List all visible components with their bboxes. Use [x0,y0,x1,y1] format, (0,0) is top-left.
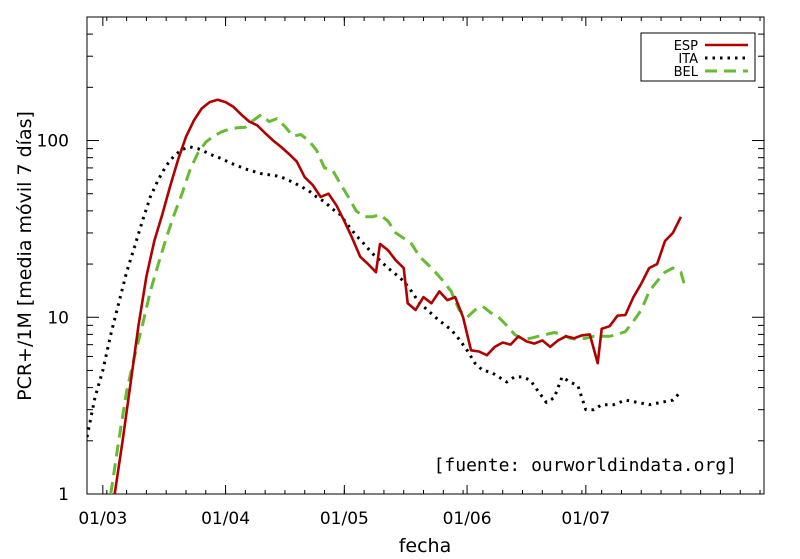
x-tick-label: 01/07 [561,509,610,529]
plot-frame [86,16,765,495]
legend-label-ita: ITA [678,52,698,67]
x-tick-label: 01/06 [443,509,492,529]
series-line-ita [87,145,682,438]
series-layer [87,98,687,494]
legend-label-bel: BEL [674,65,699,80]
x-tick-label: 01/04 [201,509,250,529]
source-annotation: [fuente: ourworldindata.org] [434,455,737,476]
legend-box [640,32,756,82]
y-tick-label: 100 [37,132,69,152]
y-tick-label: 10 [47,308,69,328]
y-axis-title: PCR+/1M [media móvil 7 días] [14,111,36,401]
y-tick-label: 1 [58,485,69,505]
x-axis-title: fecha [399,535,452,557]
axis-ticks: 01/03 01/04 01/05 01/06 01/07 1 10 100 [37,16,764,529]
series-line-esp [113,98,683,494]
x-tick-label: 01/03 [78,509,127,529]
legend-label-esp: ESP [674,39,698,54]
x-tick-label: 01/05 [320,509,369,529]
series-line-bel [109,113,687,494]
